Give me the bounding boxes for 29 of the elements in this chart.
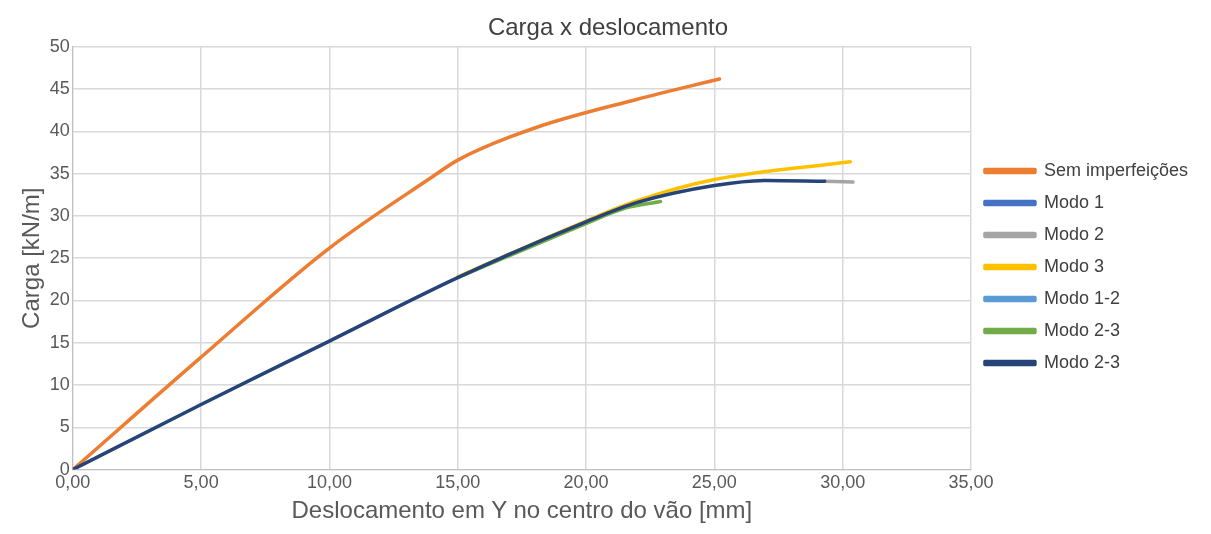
y-tick-label: 35 — [49, 162, 70, 183]
y-tick-label: 10 — [49, 374, 70, 395]
x-tick-label: 5,00 — [183, 472, 219, 493]
y-tick-label: 45 — [49, 78, 70, 99]
x-tick-label: 25,00 — [691, 472, 737, 493]
chart-title: Carga x deslocamento — [487, 13, 729, 41]
line-series — [72, 178, 827, 470]
y-tick-label: 20 — [49, 289, 70, 310]
x-tick-label: 35,00 — [948, 472, 994, 493]
x-tick-label: 15,00 — [435, 472, 481, 493]
line-series — [72, 77, 722, 470]
legend-label: Modo 1 — [1043, 191, 1104, 212]
legend-label: Modo 3 — [1043, 255, 1104, 276]
y-tick-label: 40 — [49, 120, 70, 141]
y-tick-label: 15 — [49, 331, 70, 352]
legend-label: Modo 2-3 — [1043, 351, 1120, 372]
y-tick-label: 50 — [49, 35, 70, 56]
legend-label: Sem imperfeições — [1043, 159, 1189, 180]
legend-label: Modo 1-2 — [1043, 287, 1120, 308]
x-axis-title: Deslocamento em Y no centro do vão [mm] — [291, 496, 753, 524]
x-tick-label: 30,00 — [820, 472, 866, 493]
legend-label: Modo 2 — [1043, 223, 1104, 244]
y-tick-label: 25 — [49, 247, 70, 268]
x-tick-label: 10,00 — [306, 472, 352, 493]
y-tick-label: 5 — [59, 416, 70, 437]
x-tick-label: 20,00 — [563, 472, 609, 493]
y-tick-label: 30 — [49, 204, 70, 225]
y-axis-title: Carga [kN/m] — [17, 187, 45, 329]
legend-label: Modo 2-3 — [1043, 319, 1120, 340]
